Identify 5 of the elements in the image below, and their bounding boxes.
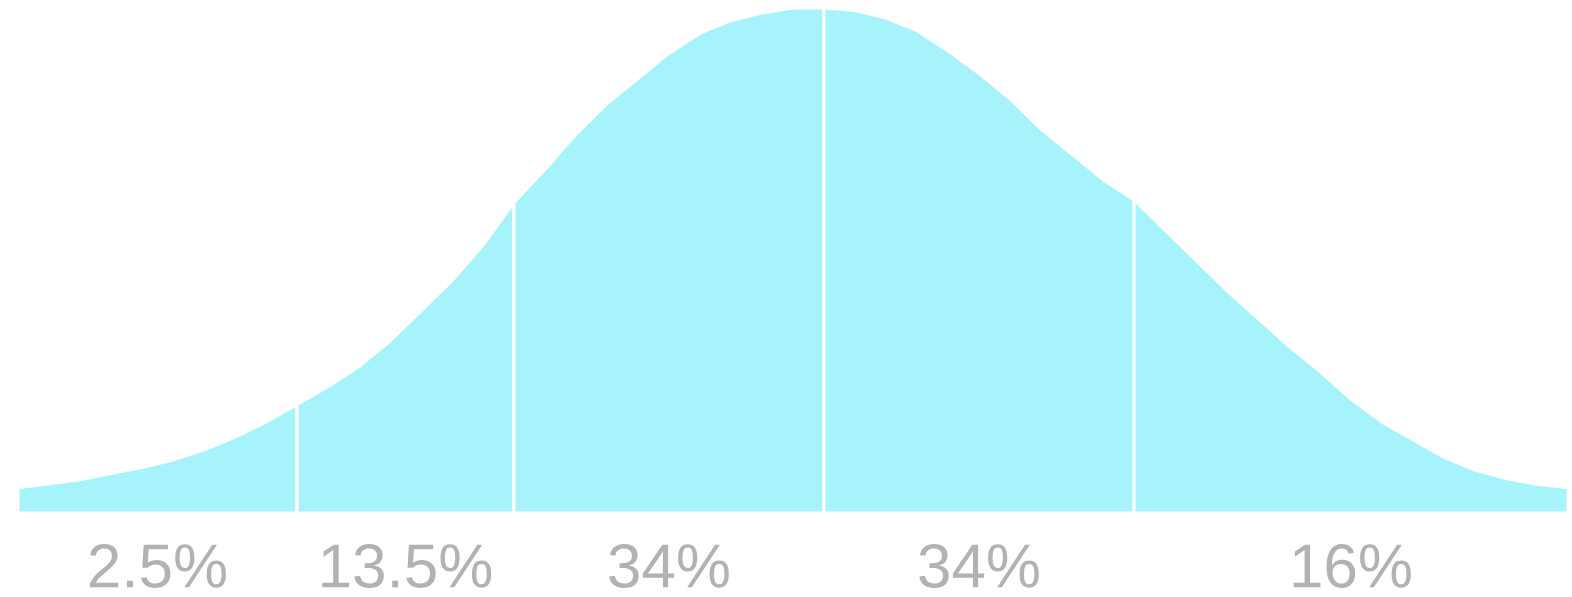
series-label: 13.5% — [322, 544, 492, 588]
series-label: 2.5% — [89, 544, 226, 588]
series-label: 34% — [919, 544, 1039, 588]
series-label: 16% — [1293, 544, 1411, 588]
series-label: 34% — [609, 544, 729, 588]
